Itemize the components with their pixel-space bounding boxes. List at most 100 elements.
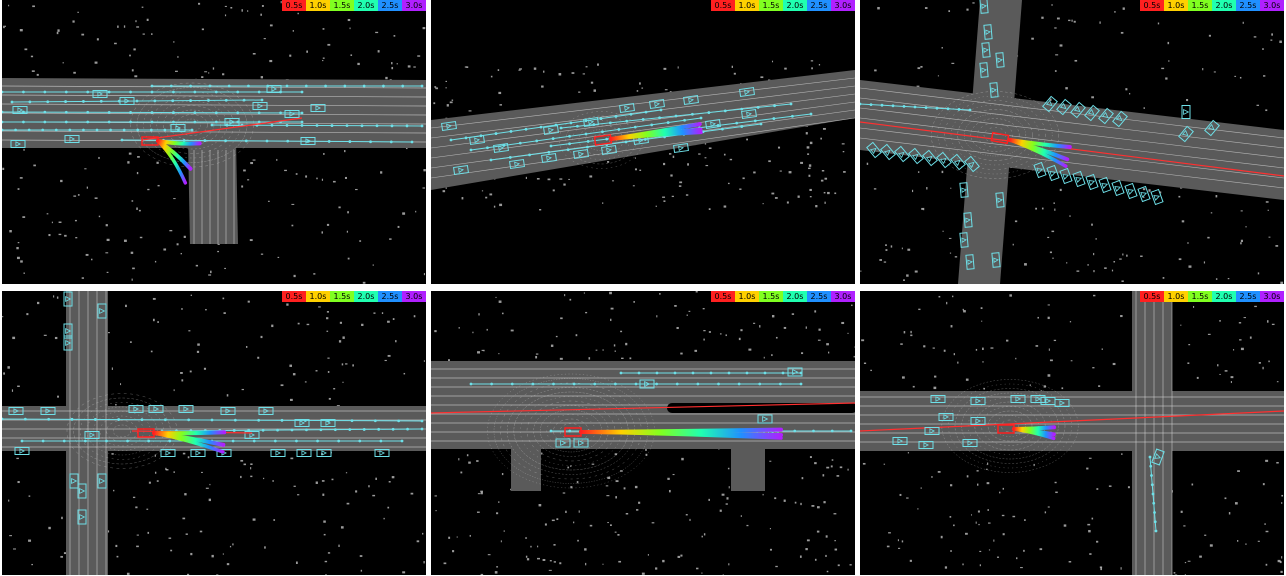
trajectory-point (295, 439, 298, 443)
lidar-point (315, 370, 318, 372)
trajectory-point (619, 371, 623, 375)
trajectory-point (791, 114, 794, 118)
trajectory-point (348, 140, 352, 143)
lidar-point (980, 307, 983, 310)
lidar-point (1165, 77, 1168, 80)
lidar-point (477, 493, 481, 495)
lidar-ring (987, 410, 1033, 442)
lidar-point (503, 530, 506, 532)
agent-box-outline (1030, 395, 1046, 403)
legend-stop: 1.5s (759, 0, 783, 11)
lidar-point (212, 67, 215, 70)
lidar-point (163, 248, 167, 251)
trajectory-point (758, 382, 762, 386)
lidar-point (636, 90, 639, 92)
trajectory-point (350, 419, 354, 423)
lidar-point (662, 559, 665, 563)
lidar-point (1120, 315, 1123, 318)
lidar-point (241, 185, 244, 188)
trajectory-point (136, 128, 140, 132)
lidar-point (289, 54, 292, 57)
trajectory-point (214, 111, 218, 115)
lidar-point (771, 192, 775, 195)
heading-arrow-icon (69, 136, 75, 142)
agent-box (950, 153, 966, 171)
lidar-point (728, 486, 730, 489)
agent-box (284, 110, 300, 118)
lidar-point (901, 247, 903, 250)
lidar-point (728, 563, 730, 566)
lidar-point (269, 24, 273, 27)
lidar-point (567, 466, 570, 469)
lidar-point (1051, 4, 1053, 6)
trajectory-point (740, 107, 744, 111)
lidar-point (817, 339, 821, 341)
lidar-point (851, 304, 853, 307)
agent-box-outline (258, 407, 274, 415)
lidar-point (1280, 281, 1284, 284)
lidar-point (975, 348, 978, 351)
agent-box-outline (1137, 185, 1151, 203)
lidar-point (480, 491, 483, 495)
agent-box (493, 142, 509, 154)
trajectory-point (406, 427, 409, 431)
lidar-point (131, 278, 133, 281)
lidar-point (986, 468, 988, 470)
agent-box (1204, 119, 1220, 137)
lidar-point (949, 252, 952, 254)
heading-arrow-icon (65, 295, 72, 303)
agent-box (316, 449, 332, 457)
trajectory-point (420, 419, 424, 423)
lidar-point (729, 158, 733, 161)
lidar-point (1047, 304, 1050, 306)
lidar-point (1091, 517, 1094, 520)
agent-box-outline (991, 252, 1001, 268)
lidar-point (247, 300, 250, 303)
lidar-point (839, 466, 843, 469)
lidar-ring (948, 383, 1072, 469)
lidar-point (906, 497, 909, 499)
lidar-point (664, 89, 668, 91)
lidar-point (289, 364, 293, 367)
heading-arrow-icon (1045, 398, 1051, 404)
lidar-point (933, 386, 937, 390)
lidar-point (252, 518, 256, 521)
trajectory-point (207, 99, 210, 102)
lidar-point (290, 457, 294, 460)
lidar-point (1035, 345, 1039, 347)
lidar-point (16, 246, 19, 250)
lidar-point (999, 491, 1001, 494)
agent-box-outline (84, 431, 100, 439)
trajectory-point (150, 120, 154, 124)
prediction-fan (578, 427, 784, 440)
trajectory-point (330, 124, 334, 127)
agent-box-outline (705, 118, 721, 130)
lidar-point (940, 535, 943, 539)
lidar-point (721, 493, 725, 496)
lidar-point (360, 569, 363, 572)
heading-arrow-icon (99, 307, 106, 315)
lidar-ring (1000, 419, 1019, 433)
trajectory-point (117, 418, 121, 421)
lidar-point (559, 357, 563, 360)
legend-stop: 2.0s (1212, 0, 1236, 11)
trajectory-point (759, 122, 763, 126)
lidar-point (157, 184, 160, 187)
trajectory-point (535, 139, 539, 143)
heading-arrow-icon (1207, 123, 1215, 131)
lidar-point (1127, 486, 1130, 489)
lidar-point (1076, 270, 1080, 272)
lidar-point (805, 326, 807, 329)
lidar-point (979, 564, 981, 567)
trajectory-point (539, 125, 543, 129)
trajectory-point (153, 99, 157, 103)
agent-box (97, 303, 107, 319)
lidar-point (686, 314, 688, 316)
lidar-point (403, 372, 406, 375)
agent-box (962, 439, 978, 447)
trajectory-point (605, 137, 609, 141)
agent-box (224, 118, 240, 126)
agent-box (573, 148, 589, 160)
agent-box-outline (959, 232, 969, 248)
lidar-point (485, 196, 488, 199)
